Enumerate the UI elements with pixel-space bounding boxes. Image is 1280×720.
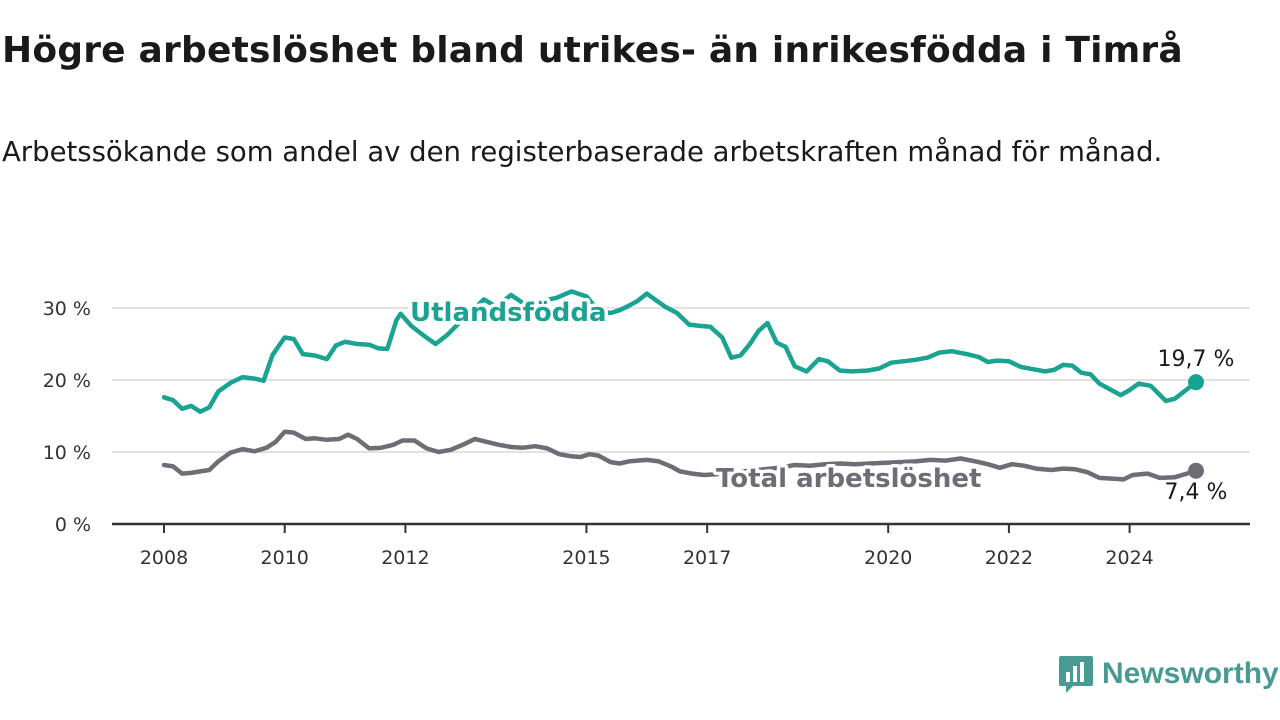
gridlines: 0 % 10 % 20 % 30 %	[43, 298, 1250, 536]
series-line-total	[161, 429, 1199, 482]
y-tick-label: 30 %	[43, 298, 91, 320]
chart-title: Högre arbetslöshet bland utrikes- än inr…	[2, 30, 1183, 71]
newsworthy-logo-icon	[1059, 656, 1093, 693]
end-point-utlandsfodda	[1188, 374, 1204, 391]
x-tick-label: 2017	[683, 547, 731, 569]
series-line-utlandsfodda	[161, 289, 1199, 414]
end-label-total: 7,4 %	[1165, 480, 1228, 505]
brand-name: Newsworthy	[1102, 657, 1279, 690]
x-tick-label: 2008	[140, 547, 188, 569]
x-tick-label: 2022	[985, 547, 1033, 569]
end-point-total	[1188, 462, 1204, 479]
series-lines	[161, 289, 1204, 482]
y-tick-label: 10 %	[43, 442, 91, 464]
y-tick-label: 0 %	[55, 514, 91, 536]
series-label-utlandsfodda: Utlandsfödda	[410, 298, 607, 328]
x-tick-label: 2012	[381, 547, 429, 569]
y-tick-label: 20 %	[43, 370, 91, 392]
end-label-utlandsfodda: 19,7 %	[1158, 347, 1235, 372]
x-tick-label: 2015	[562, 547, 610, 569]
x-tick-label: 2024	[1105, 547, 1153, 569]
series-label-total: Total arbetslöshet	[716, 464, 981, 494]
x-tick-label: 2010	[261, 547, 309, 569]
x-tick-label: 2020	[864, 547, 912, 569]
chart-subtitle: Arbetssökande som andel av den registerb…	[2, 136, 1163, 168]
newsworthy-logo: Newsworthy	[1058, 654, 1279, 694]
x-axis: 2008 2010 2012 2015 2017 2020 2022 2024	[112, 522, 1250, 569]
